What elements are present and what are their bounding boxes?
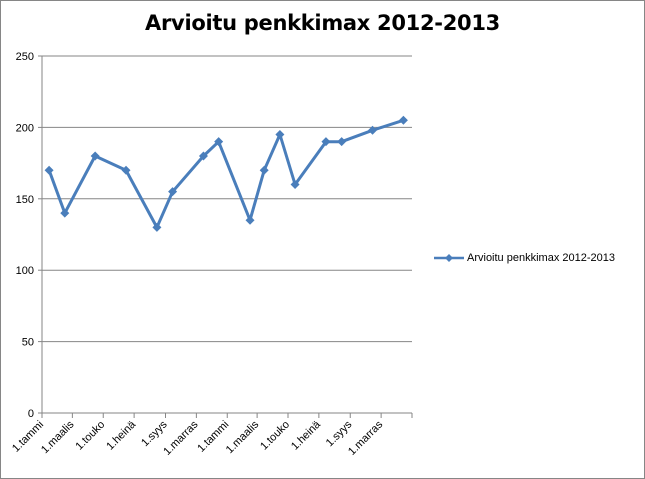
data-point	[44, 165, 54, 175]
x-tick-label: 1.touko	[73, 419, 107, 453]
data-point	[168, 187, 178, 197]
y-tick-label: 100	[16, 265, 34, 277]
legend-marker-icon	[434, 254, 464, 262]
y-tick-label: 200	[16, 122, 34, 134]
data-point	[275, 130, 285, 140]
x-tick-label: 1.maalis	[39, 418, 77, 456]
data-point	[290, 180, 300, 190]
series-line	[47, 118, 404, 229]
data-point	[398, 115, 408, 125]
x-tick-label: 1.marras	[161, 418, 201, 458]
data-point	[214, 137, 224, 147]
y-tick-label: 50	[22, 337, 34, 349]
x-tick-label: 1.touko	[258, 419, 292, 453]
data-point	[152, 222, 162, 232]
x-tick-label: 1.heinä	[289, 418, 324, 453]
data-point	[90, 151, 100, 161]
y-tick-label: 150	[16, 194, 34, 206]
data-point	[337, 137, 347, 147]
data-point	[121, 165, 131, 175]
legend: Arvioitu penkkimax 2012-2013	[434, 251, 615, 265]
data-point	[198, 151, 208, 161]
data-point	[259, 165, 269, 175]
data-point	[368, 125, 378, 135]
x-tick-label: 1.heinä	[104, 418, 139, 453]
data-point	[60, 208, 70, 218]
y-tick-label: 250	[16, 51, 34, 63]
chart-title: Arvioitu penkkimax 2012-2013	[145, 11, 500, 35]
x-tick-label: 1.maalis	[224, 418, 262, 456]
data-point	[321, 137, 331, 147]
y-tick-label: 0	[28, 408, 34, 420]
x-tick-label: 1.marras	[346, 418, 386, 458]
legend-label: Arvioitu penkkimax 2012-2013	[467, 252, 615, 264]
data-point	[245, 215, 255, 225]
